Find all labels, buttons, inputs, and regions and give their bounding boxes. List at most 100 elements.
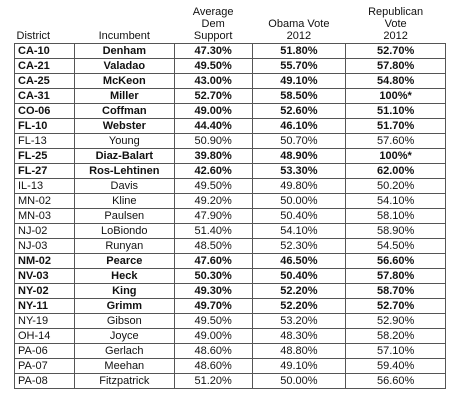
table-row: NY-19 Gibson 49.50% 53.20% 52.90%	[14, 313, 446, 329]
table-row: FL-13 Young 50.90% 50.70% 57.60%	[14, 133, 446, 149]
header-line: Dem	[201, 18, 225, 30]
table-cell: Grimm	[73, 298, 175, 314]
table-cell: Meehan	[73, 358, 175, 374]
table-cell: Heck	[73, 268, 175, 284]
table-row: CA-31 Miller 52.70% 58.50% 100%*	[14, 88, 446, 104]
table-cell: 48.80%	[251, 343, 347, 359]
table-cell: FL-25	[14, 148, 75, 164]
table-cell: 50.00%	[251, 193, 347, 209]
table-row: NM-02 Pearce 47.60% 46.50% 56.60%	[14, 253, 446, 269]
table-cell: NJ-02	[14, 223, 75, 239]
table-cell: Kline	[73, 193, 175, 209]
table-cell: 58.50%	[251, 88, 347, 104]
table-cell: FL-10	[14, 118, 75, 134]
table-cell: 49.30%	[173, 283, 253, 299]
table-cell: Young	[73, 133, 175, 149]
table-cell: Runyan	[73, 238, 175, 254]
table-cell: NY-11	[14, 298, 75, 314]
column-header: Average Dem Support	[174, 6, 253, 44]
header-line: 2012	[286, 30, 312, 42]
table-cell: McKeon	[73, 73, 175, 89]
table-cell: 49.50%	[173, 178, 253, 194]
table-cell: Valadao	[73, 58, 175, 74]
table-cell: 48.60%	[173, 358, 253, 374]
table-cell: 54.80%	[345, 73, 446, 89]
column-header: Incumbent	[74, 6, 175, 44]
table-cell: Gerlach	[73, 343, 175, 359]
table-cell: Denham	[73, 43, 175, 59]
table-cell: 53.30%	[251, 163, 347, 179]
table-cell: NV-03	[14, 268, 75, 284]
table-cell: 57.80%	[345, 268, 446, 284]
table-cell: 43.00%	[173, 73, 253, 89]
table-cell: NJ-03	[14, 238, 75, 254]
table-cell: 52.20%	[251, 283, 347, 299]
table-cell: 52.60%	[251, 103, 347, 119]
table-cell: 52.90%	[345, 313, 446, 329]
table-row: IL-13 Davis 49.50% 49.80% 50.20%	[14, 178, 446, 194]
table-cell: Miller	[73, 88, 175, 104]
table-row: FL-10 Webster 44.40% 46.10% 51.70%	[14, 118, 446, 134]
table-cell: 49.10%	[251, 73, 347, 89]
table-cell: 50.90%	[173, 133, 253, 149]
table-row: OH-14 Joyce 49.00% 48.30% 58.20%	[14, 328, 446, 344]
table-row: MN-02 Kline 49.20% 50.00% 54.10%	[14, 193, 446, 209]
table-cell: Joyce	[73, 328, 175, 344]
table-cell: CO-06	[14, 103, 75, 119]
column-header: Obama Vote 2012	[252, 6, 346, 44]
table-cell: 56.60%	[345, 373, 446, 389]
table-cell: 52.70%	[345, 298, 446, 314]
table-cell: 100%*	[345, 148, 446, 164]
table-cell: 48.60%	[173, 343, 253, 359]
table-cell: CA-10	[14, 43, 75, 59]
table-cell: 50.00%	[251, 373, 347, 389]
table-cell: King	[73, 283, 175, 299]
table-row: CA-10 Denham 47.30% 51.80% 52.70%	[14, 43, 446, 59]
table-cell: 51.10%	[345, 103, 446, 119]
table-cell: 58.20%	[345, 328, 446, 344]
table-cell: 49.80%	[251, 178, 347, 194]
table-cell: 55.70%	[251, 58, 347, 74]
table-cell: 47.30%	[173, 43, 253, 59]
table-cell: 58.10%	[345, 208, 446, 224]
table-cell: 44.40%	[173, 118, 253, 134]
table-cell: 42.60%	[173, 163, 253, 179]
table-cell: 52.70%	[173, 88, 253, 104]
table-cell: 59.40%	[345, 358, 446, 374]
table-cell: 46.10%	[251, 118, 347, 134]
table-cell: 47.90%	[173, 208, 253, 224]
table-cell: 49.00%	[173, 103, 253, 119]
table-cell: 47.60%	[173, 253, 253, 269]
table-cell: 51.40%	[173, 223, 253, 239]
header-line: Average	[192, 6, 234, 18]
table-row: CO-06 Coffman 49.00% 52.60% 51.10%	[14, 103, 446, 119]
table-cell: CA-31	[14, 88, 75, 104]
table-cell: 58.70%	[345, 283, 446, 299]
table-cell: 48.90%	[251, 148, 347, 164]
header-line: Incumbent	[98, 30, 150, 42]
table-cell: 54.10%	[345, 193, 446, 209]
table-row: NJ-02 LoBiondo 51.40% 54.10% 58.90%	[14, 223, 446, 239]
table-cell: 54.10%	[251, 223, 347, 239]
table-cell: 51.70%	[345, 118, 446, 134]
table-cell: 49.10%	[251, 358, 347, 374]
table-cell: Gibson	[73, 313, 175, 329]
table-cell: PA-06	[14, 343, 75, 359]
table-row: PA-08 Fitzpatrick 51.20% 50.00% 56.60%	[14, 373, 446, 389]
table-cell: 49.00%	[173, 328, 253, 344]
table-cell: 46.50%	[251, 253, 347, 269]
table-cell: 57.60%	[345, 133, 446, 149]
table-cell: 53.20%	[251, 313, 347, 329]
table-cell: 48.30%	[251, 328, 347, 344]
table-row: FL-27 Ros-Lehtinen 42.60% 53.30% 62.00%	[14, 163, 446, 179]
table-cell: Paulsen	[73, 208, 175, 224]
header-line: Support	[193, 30, 233, 42]
table-row: PA-06 Gerlach 48.60% 48.80% 57.10%	[14, 343, 446, 359]
table-cell: 49.70%	[173, 298, 253, 314]
header-line: Obama Vote	[268, 18, 330, 30]
table-cell: 57.10%	[345, 343, 446, 359]
table-cell: 52.20%	[251, 298, 347, 314]
table-row: CA-25 McKeon 43.00% 49.10% 54.80%	[14, 73, 446, 89]
table-cell: 54.50%	[345, 238, 446, 254]
